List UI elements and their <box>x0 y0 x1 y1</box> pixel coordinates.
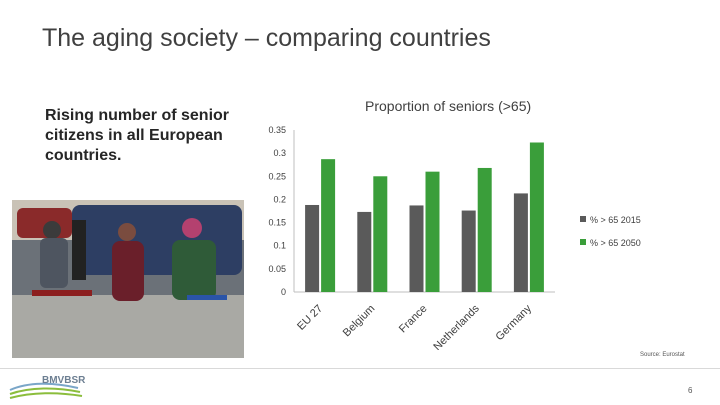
footer-divider <box>0 368 720 369</box>
x-tick-label: Belgium <box>341 303 378 340</box>
x-tick-label: Germany <box>494 302 535 343</box>
y-tick-label: 0.1 <box>273 241 286 251</box>
legend-swatch <box>580 216 586 222</box>
chart-title: Proportion of seniors (>65) <box>365 98 532 114</box>
bar-2015 <box>409 205 424 292</box>
x-tick-label: Netherlands <box>431 302 482 350</box>
slide-subtitle: Rising number of senior citizens in all … <box>45 107 230 164</box>
x-tick-label: France <box>397 303 430 336</box>
bar-2015 <box>357 211 372 292</box>
bar-2050 <box>529 142 544 292</box>
bar-2015 <box>513 193 528 292</box>
y-tick-label: 0.3 <box>273 148 286 158</box>
y-tick-label: 0.35 <box>268 125 286 135</box>
svg-text:BMVBSR: BMVBSR <box>42 375 86 386</box>
bar-2015 <box>461 210 476 292</box>
y-tick-label: 0.05 <box>268 264 286 274</box>
bar-2015 <box>305 204 320 292</box>
y-tick-label: 0 <box>281 287 286 297</box>
legend-label: % > 65 2015 <box>590 215 641 225</box>
slide-title: The aging society – comparing countries <box>42 24 491 52</box>
source-note: Source: Eurostat <box>640 352 685 358</box>
seniors-photo <box>12 200 244 358</box>
legend-swatch <box>580 239 586 245</box>
legend-label: % > 65 2050 <box>590 238 641 248</box>
proportion-chart: 0 0.05 0.1 0.15 0.2 0.25 0.3 0.35 EU 27 Belgium Fr… <box>268 125 641 350</box>
bar-2050 <box>425 171 440 292</box>
bar-2050 <box>373 176 388 292</box>
y-tick-label: 0.25 <box>268 171 286 181</box>
bar-2050 <box>321 159 336 292</box>
page-number: 6 <box>688 386 693 395</box>
y-tick-label: 0.2 <box>273 194 286 204</box>
bar-2050 <box>477 167 492 292</box>
y-tick-label: 0.15 <box>268 218 286 228</box>
x-tick-label: EU 27 <box>295 303 325 333</box>
bmvbsr-logo: BMVBSR <box>9 375 86 399</box>
